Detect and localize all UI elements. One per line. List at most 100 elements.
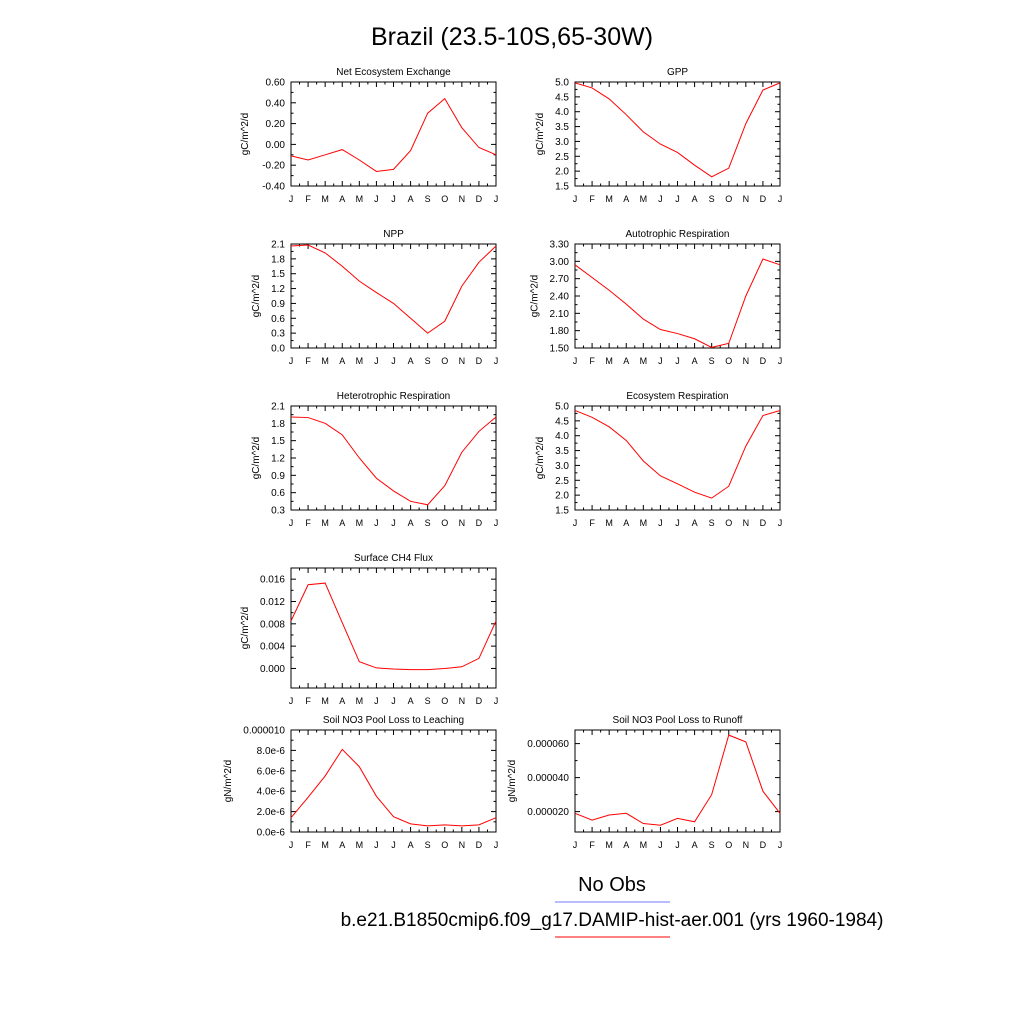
- x-tick-label: S: [425, 840, 431, 850]
- y-tick-label: 3.30: [550, 240, 570, 251]
- x-tick-label: N: [743, 356, 750, 366]
- y-tick-label: 2.5: [555, 476, 569, 487]
- panel-title: Ecosystem Respiration: [626, 391, 728, 402]
- x-tick-label: N: [459, 696, 466, 706]
- x-tick-label: A: [692, 518, 698, 528]
- series-line: [290, 97, 497, 172]
- y-tick-label: 2.0: [555, 491, 569, 502]
- x-tick-label: M: [321, 356, 329, 366]
- x-tick-label: N: [459, 194, 466, 204]
- x-tick-label: S: [709, 840, 715, 850]
- x-tick-label: A: [623, 518, 629, 528]
- plot-frame: [290, 567, 497, 689]
- y-axis-label: gC/m^2/d: [530, 275, 541, 318]
- x-tick-label: M: [356, 696, 364, 706]
- legend-obs-label: No Obs: [578, 874, 646, 896]
- x-tick-label: J: [391, 840, 396, 850]
- panel-title: GPP: [667, 67, 688, 78]
- y-tick-label: 5.0: [555, 78, 569, 89]
- y-tick-label: 0.9: [271, 471, 285, 482]
- x-tick-label: A: [339, 356, 345, 366]
- x-tick-label: A: [339, 518, 345, 528]
- y-tick-label: 1.50: [550, 344, 570, 355]
- y-tick-label: 3.5: [555, 446, 569, 457]
- y-tick-label: 4.5: [555, 416, 569, 427]
- x-tick-label: M: [356, 356, 364, 366]
- x-tick-label: F: [589, 194, 595, 204]
- x-tick-label: M: [321, 696, 329, 706]
- y-tick-label: 0.016: [260, 575, 285, 586]
- y-tick-label: 0.0: [271, 344, 285, 355]
- x-tick-label: J: [573, 518, 578, 528]
- legend-model-label: b.e21.B1850cmip6.f09_g17.DAMIP-hist-aer.…: [341, 910, 884, 931]
- y-tick-label: 0.00: [266, 140, 286, 151]
- panel-title: Heterotrophic Respiration: [337, 391, 450, 402]
- x-tick-label: O: [725, 356, 732, 366]
- y-tick-label: 1.8: [271, 254, 285, 265]
- y-tick-label: 6.0e-6: [257, 766, 286, 777]
- series-line: [574, 82, 781, 178]
- x-tick-label: J: [494, 840, 499, 850]
- y-tick-label: 0.000040: [527, 773, 569, 784]
- x-tick-label: O: [441, 356, 448, 366]
- x-tick-label: A: [408, 194, 414, 204]
- y-tick-label: 0.000060: [527, 739, 569, 750]
- y-tick-label: 0.012: [260, 597, 285, 608]
- x-tick-label: F: [589, 518, 595, 528]
- series-line: [574, 734, 781, 826]
- x-tick-label: J: [391, 194, 396, 204]
- panel-title: Surface CH4 Flux: [354, 553, 433, 564]
- y-tick-label: 4.5: [555, 92, 569, 103]
- x-tick-label: J: [289, 840, 294, 850]
- x-tick-label: J: [494, 194, 499, 204]
- x-tick-label: J: [778, 840, 783, 850]
- x-tick-label: J: [658, 356, 663, 366]
- x-tick-label: S: [709, 194, 715, 204]
- x-tick-label: M: [356, 518, 364, 528]
- x-tick-label: O: [725, 194, 732, 204]
- x-tick-label: J: [778, 356, 783, 366]
- y-axis-label: gC/m^2/d: [251, 275, 262, 318]
- x-tick-label: A: [692, 356, 698, 366]
- y-tick-label: 1.5: [271, 269, 285, 280]
- x-tick-label: J: [675, 518, 680, 528]
- x-tick-label: M: [605, 356, 613, 366]
- y-axis-label: gC/m^2/d: [240, 113, 251, 156]
- x-tick-label: M: [321, 518, 329, 528]
- y-tick-label: 2.40: [550, 292, 570, 303]
- x-tick-label: J: [391, 356, 396, 366]
- x-tick-label: J: [675, 356, 680, 366]
- x-tick-label: S: [425, 696, 431, 706]
- x-tick-label: M: [640, 194, 648, 204]
- x-tick-label: D: [476, 194, 483, 204]
- x-tick-label: M: [640, 840, 648, 850]
- y-tick-label: 1.80: [550, 326, 570, 337]
- y-tick-label: 2.0: [555, 167, 569, 178]
- plot-frame: [574, 243, 781, 349]
- x-tick-label: F: [589, 356, 595, 366]
- figure-title: Brazil (23.5-10S,65-30W): [371, 23, 653, 51]
- x-tick-label: J: [778, 194, 783, 204]
- x-tick-label: D: [760, 356, 767, 366]
- x-tick-label: O: [725, 518, 732, 528]
- x-tick-label: M: [605, 194, 613, 204]
- x-tick-label: A: [692, 840, 698, 850]
- panel-title: Soil NO3 Pool Loss to Leaching: [323, 715, 464, 726]
- y-axis-label: gN/m^2/d: [507, 760, 518, 803]
- panel-title: Net Ecosystem Exchange: [336, 67, 451, 78]
- y-tick-label: 1.8: [271, 419, 285, 430]
- x-tick-label: D: [760, 194, 767, 204]
- y-axis-label: gN/m^2/d: [223, 760, 234, 803]
- x-tick-label: J: [391, 518, 396, 528]
- y-axis-label: gC/m^2/d: [535, 113, 546, 156]
- y-tick-label: 0.9: [271, 299, 285, 310]
- x-tick-label: D: [476, 356, 483, 366]
- x-tick-label: J: [675, 194, 680, 204]
- y-tick-label: -0.40: [262, 182, 285, 193]
- x-tick-label: A: [692, 194, 698, 204]
